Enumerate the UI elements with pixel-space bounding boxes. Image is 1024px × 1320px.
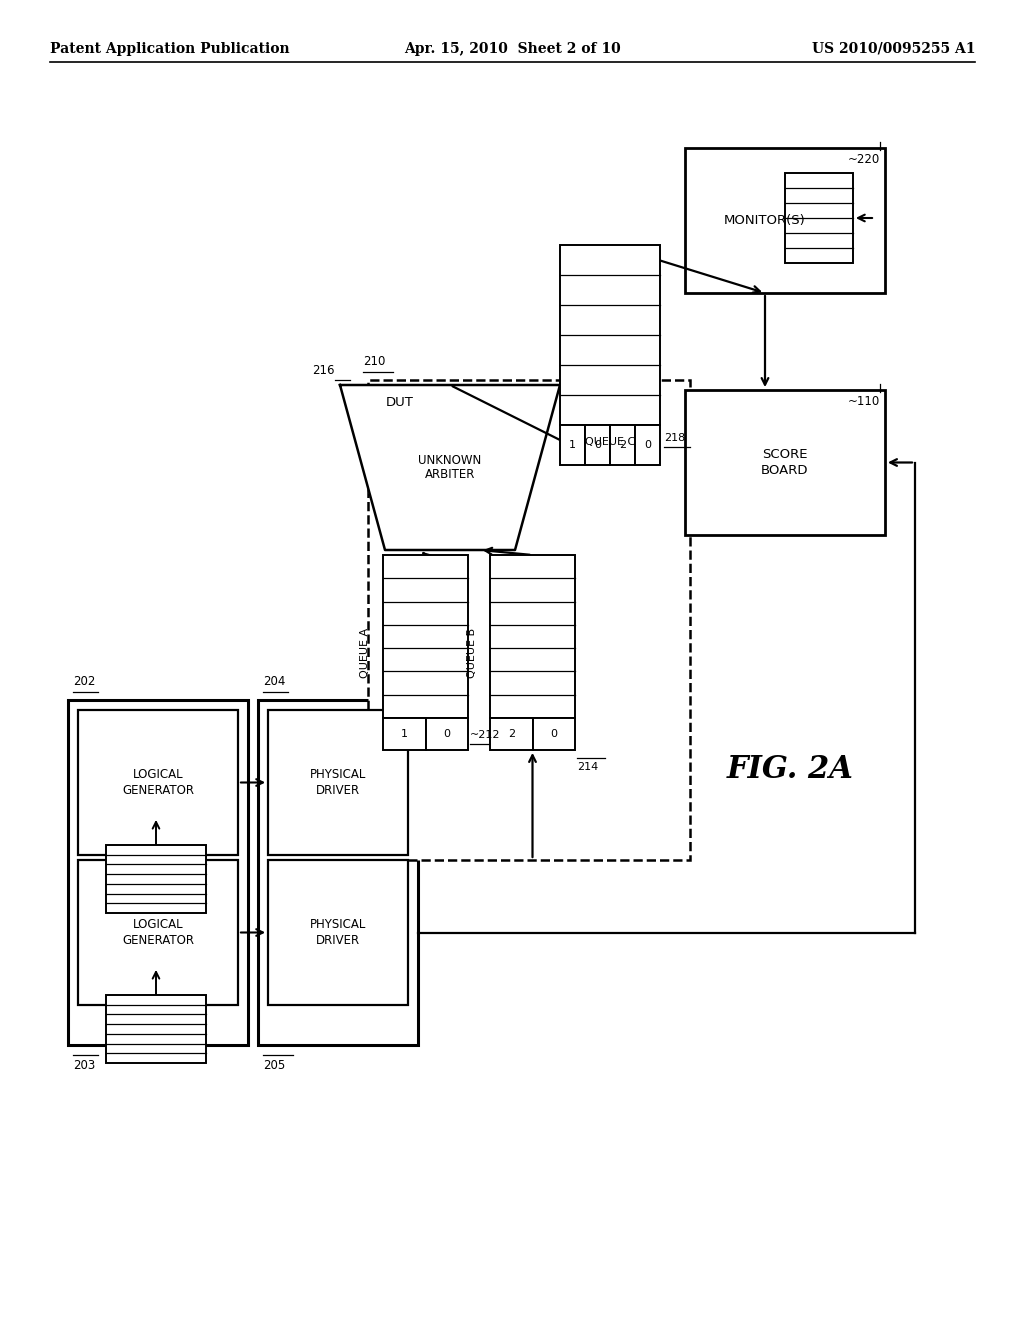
FancyBboxPatch shape (635, 425, 660, 465)
Text: 0: 0 (594, 440, 601, 450)
FancyBboxPatch shape (78, 861, 238, 1005)
FancyBboxPatch shape (68, 700, 248, 1045)
FancyBboxPatch shape (560, 246, 660, 425)
FancyBboxPatch shape (585, 425, 610, 465)
FancyBboxPatch shape (685, 389, 885, 535)
Text: 205: 205 (263, 1059, 286, 1072)
FancyBboxPatch shape (78, 710, 238, 855)
FancyBboxPatch shape (268, 710, 408, 855)
FancyBboxPatch shape (490, 718, 532, 750)
Text: 204: 204 (263, 675, 286, 688)
Text: US 2010/0095255 A1: US 2010/0095255 A1 (811, 42, 975, 55)
Text: ~212: ~212 (470, 730, 501, 741)
FancyBboxPatch shape (610, 425, 635, 465)
Polygon shape (340, 385, 560, 550)
FancyBboxPatch shape (685, 148, 885, 293)
Text: 1: 1 (400, 729, 408, 739)
Text: PHYSICAL
DRIVER: PHYSICAL DRIVER (310, 768, 367, 796)
Text: Patent Application Publication: Patent Application Publication (50, 42, 290, 55)
Text: ~110: ~110 (848, 395, 880, 408)
Text: LOGICAL
GENERATOR: LOGICAL GENERATOR (122, 919, 194, 946)
Text: 0: 0 (644, 440, 651, 450)
Text: QUEUE A: QUEUE A (360, 627, 370, 677)
Text: 1: 1 (569, 440, 575, 450)
FancyBboxPatch shape (106, 995, 206, 1063)
FancyBboxPatch shape (258, 700, 418, 1045)
Text: MONITOR(S): MONITOR(S) (724, 214, 806, 227)
FancyBboxPatch shape (106, 845, 206, 913)
Text: QUEUE B: QUEUE B (467, 627, 477, 677)
Text: 218: 218 (664, 433, 685, 444)
FancyBboxPatch shape (532, 718, 575, 750)
FancyBboxPatch shape (785, 173, 853, 263)
FancyBboxPatch shape (490, 554, 575, 718)
Text: 0: 0 (443, 729, 451, 739)
Text: Apr. 15, 2010  Sheet 2 of 10: Apr. 15, 2010 Sheet 2 of 10 (403, 42, 621, 55)
FancyBboxPatch shape (268, 861, 408, 1005)
Text: QUEUE C: QUEUE C (585, 437, 635, 447)
FancyBboxPatch shape (560, 425, 585, 465)
FancyBboxPatch shape (426, 718, 468, 750)
Text: 214: 214 (577, 762, 598, 772)
Text: 216: 216 (312, 364, 335, 378)
Text: 203: 203 (73, 1059, 95, 1072)
Text: UNKNOWN
ARBITER: UNKNOWN ARBITER (419, 454, 481, 482)
Text: SCORE
BOARD: SCORE BOARD (761, 449, 809, 477)
Text: 0: 0 (550, 729, 557, 739)
Text: ~220: ~220 (848, 153, 880, 166)
Text: LOGICAL
GENERATOR: LOGICAL GENERATOR (122, 768, 194, 796)
Text: DUT: DUT (386, 396, 414, 409)
FancyBboxPatch shape (383, 718, 426, 750)
Text: PHYSICAL
DRIVER: PHYSICAL DRIVER (310, 919, 367, 946)
Text: 210: 210 (362, 355, 385, 368)
Text: 2: 2 (618, 440, 626, 450)
FancyBboxPatch shape (383, 554, 468, 718)
Text: FIG. 2A: FIG. 2A (727, 755, 853, 785)
Text: 202: 202 (73, 675, 95, 688)
FancyBboxPatch shape (368, 380, 690, 861)
Text: 2: 2 (508, 729, 515, 739)
